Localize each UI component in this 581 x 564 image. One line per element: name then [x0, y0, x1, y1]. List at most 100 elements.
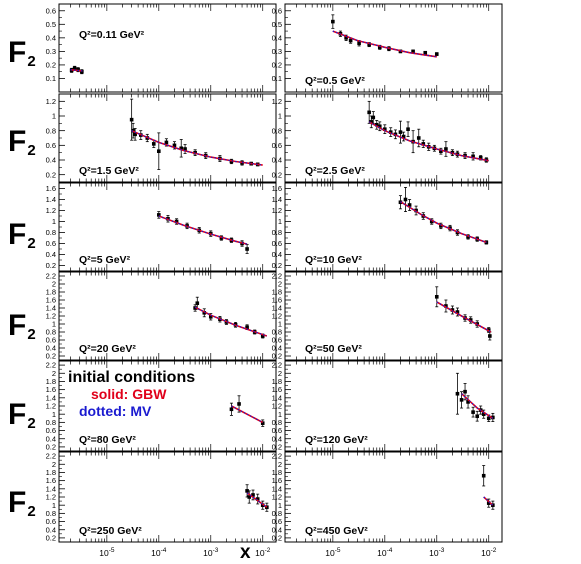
- y-tick-label: 2.2: [46, 452, 56, 461]
- y-tick-label: 0.4: [272, 156, 282, 165]
- data-point: [367, 110, 371, 115]
- y-tick-label: 1.8: [272, 377, 282, 386]
- y-tick-label: 1.2: [272, 312, 282, 321]
- data-point: [377, 45, 382, 50]
- data-point: [202, 311, 207, 315]
- y-tick-label: 1.4: [272, 195, 282, 204]
- data-point: [367, 42, 371, 47]
- y-tick-label: 0.4: [46, 33, 56, 42]
- y-tick-label: 0.8: [46, 328, 56, 337]
- x-axis-label: x: [240, 542, 251, 563]
- panel-title: Q²=0.5 GeV²: [305, 75, 365, 87]
- y-tick-label: 0.8: [272, 509, 282, 518]
- data-point: [247, 495, 252, 499]
- panel-title: Q²=120 GeV²: [305, 434, 368, 446]
- data-point: [488, 334, 492, 338]
- f2-label-row-5: F2: [8, 398, 36, 432]
- y-tick-label: 0.8: [272, 126, 282, 135]
- y-tick-label: 1.6: [272, 385, 282, 394]
- y-tick-label: 0.8: [272, 328, 282, 337]
- panel-1: 0.1 0.2 0.3 0.4 0.5 0.6 Q²=0.11 GeV²: [46, 3, 277, 93]
- data-point: [471, 154, 475, 159]
- data-point: [407, 203, 412, 207]
- data-point: [471, 410, 475, 414]
- y-tick-label: 0.2: [46, 534, 56, 543]
- panel-3: 0.2 0.4 0.6 0.8 1 1.2 Q²=1.5 GeV²: [46, 93, 277, 183]
- data-point: [133, 132, 137, 137]
- panel-frame: [284, 182, 503, 272]
- y-tick-label: 1.6: [46, 184, 56, 193]
- data-point: [444, 147, 448, 151]
- y-tick-label: 0.6: [272, 239, 282, 248]
- panel-7: 0.20.40.60.811.21.41.61.822.2 Q²=20 GeV²: [46, 271, 277, 361]
- y-tick-label: 0.3: [272, 47, 282, 56]
- y-tick-label: 0.4: [272, 250, 282, 259]
- y-tick-label: 0.8: [46, 228, 56, 237]
- y-tick-label: 0.6: [272, 517, 282, 526]
- y-tick-label: 1.6: [272, 184, 282, 193]
- y-tick-label: 1.8: [46, 468, 56, 477]
- data-point: [251, 493, 255, 497]
- data-point: [466, 235, 470, 239]
- curve-dotted-mv: [332, 30, 437, 58]
- data-point: [401, 134, 406, 139]
- data-point: [439, 224, 443, 228]
- data-point: [463, 389, 467, 394]
- y-tick-label: 0.6: [46, 6, 56, 15]
- curve-dotted-mv: [436, 301, 492, 333]
- f2-label-row-1: F2: [8, 36, 36, 70]
- y-tick-label: 0.8: [272, 228, 282, 237]
- y-tick-label: 0.6: [272, 6, 282, 15]
- y-tick-label: 0.3: [46, 47, 56, 56]
- data-point: [237, 402, 241, 406]
- y-tick-label: 1.2: [46, 206, 56, 215]
- data-point: [260, 334, 265, 338]
- data-point: [179, 146, 184, 151]
- x-tick-label: 10-2: [481, 547, 497, 558]
- y-tick-label: 0.4: [272, 434, 282, 443]
- y-tick-label: 1.4: [46, 393, 56, 402]
- f2-label-row-6: F2: [8, 486, 36, 520]
- curve-dotted-mv: [368, 121, 489, 162]
- y-tick-label: 0.6: [46, 336, 56, 345]
- data-point: [481, 412, 486, 416]
- data-point: [245, 489, 249, 493]
- data-point: [434, 295, 439, 299]
- data-point: [486, 416, 491, 421]
- y-tick-label: 1.6: [46, 385, 56, 394]
- data-point: [172, 143, 177, 148]
- data-point: [406, 127, 410, 131]
- legend-title: initial conditions: [68, 369, 196, 386]
- data-point: [265, 505, 269, 510]
- curve-dotted-mv: [158, 215, 248, 245]
- data-point: [388, 130, 393, 134]
- panel-title: Q²=1.5 GeV²: [79, 165, 139, 177]
- data-point: [369, 120, 374, 124]
- data-point: [491, 503, 495, 507]
- y-tick-label: 0.4: [46, 525, 56, 534]
- y-tick-label: 0.4: [46, 344, 56, 353]
- data-point: [444, 304, 448, 308]
- data-point: [195, 301, 200, 305]
- data-point: [481, 473, 486, 478]
- y-tick-label: 1.4: [46, 304, 56, 313]
- data-point: [371, 115, 376, 120]
- data-point: [260, 421, 265, 425]
- panel-title: Q²=450 GeV²: [305, 525, 368, 537]
- y-tick-label: 0.4: [46, 156, 56, 165]
- y-tick-label: 1: [278, 410, 282, 419]
- y-tick-label: 1.8: [46, 288, 56, 297]
- y-tick-label: 2: [278, 460, 282, 469]
- panel-8: 0.20.40.60.811.21.41.61.822.2 Q²=50 GeV²: [272, 271, 503, 361]
- y-tick-label: 1.8: [46, 377, 56, 386]
- panel-9: 0.20.40.60.811.21.41.61.822.2 Q²=80 GeV²: [46, 360, 277, 452]
- y-tick-label: 0.6: [272, 426, 282, 435]
- x-tick-label: 10-3: [203, 547, 219, 558]
- x-tick-label: 10-2: [255, 547, 271, 558]
- data-point: [459, 398, 464, 402]
- f2-label-row-3: F2: [8, 218, 36, 252]
- y-tick-label: 0.2: [272, 170, 282, 179]
- y-tick-label: 1: [52, 112, 56, 121]
- data-point: [416, 136, 421, 140]
- x-tick-label: 10-3: [429, 547, 445, 558]
